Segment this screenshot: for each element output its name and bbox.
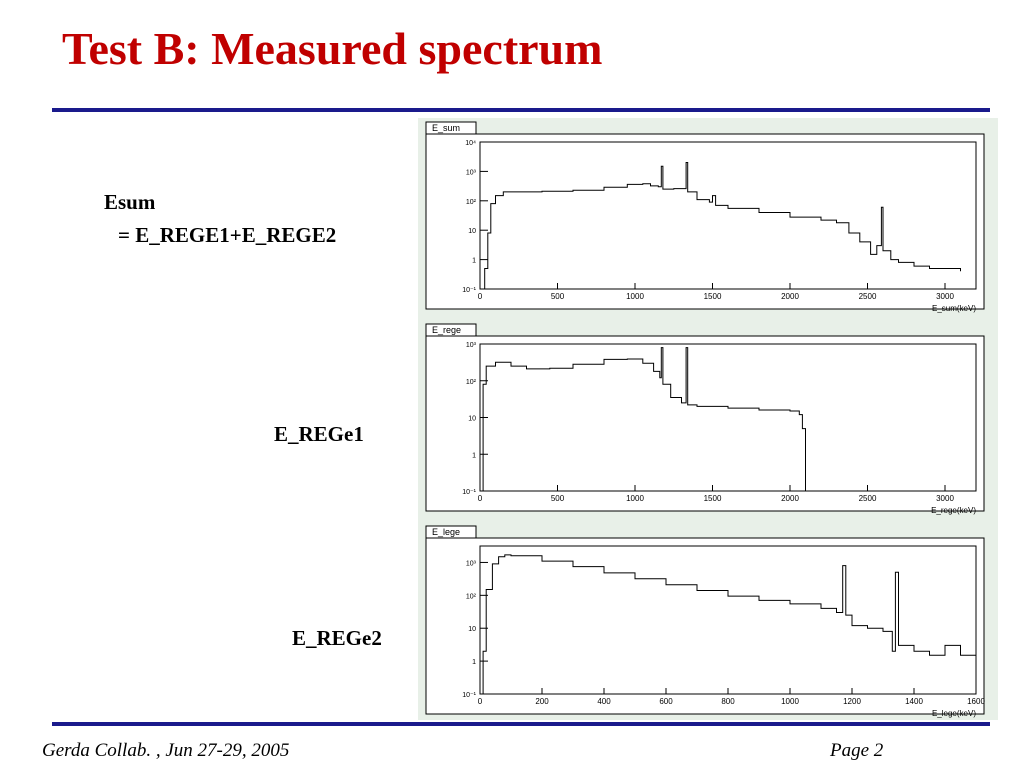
- y-tick-label: 1: [472, 452, 476, 459]
- spectrum-line: [480, 347, 821, 492]
- chart-title: E_lege: [432, 527, 460, 537]
- rege2-spectrum-chart: E_lege 0 200 400 600 800 1000 1200 1400 1600 10⁻¹ 1…: [425, 525, 985, 718]
- x-tick-label: 0: [478, 494, 483, 503]
- x-tick-label: 2500: [859, 292, 877, 301]
- y-tick-label: 1: [472, 258, 476, 265]
- y-tick-label: 10: [468, 626, 476, 633]
- y-tick-label: 10²: [466, 199, 477, 206]
- x-tick-label: 800: [721, 697, 735, 706]
- x-tick-label: 1000: [626, 292, 644, 301]
- y-tick-label: 10: [468, 416, 476, 423]
- x-tick-label: 1000: [781, 697, 799, 706]
- rege1-label: E_REGe1: [274, 422, 364, 446]
- y-tick-label: 10⁻¹: [462, 692, 476, 699]
- top-divider: [52, 108, 990, 112]
- x-axis-label: E_rege(keV): [931, 506, 976, 515]
- x-tick-label: 500: [551, 494, 565, 503]
- bottom-divider: [52, 722, 990, 726]
- chart-title-box: [425, 121, 477, 135]
- chart-title: E_sum: [432, 123, 460, 133]
- x-tick-label: 2000: [781, 292, 799, 301]
- y-tick-label: 1: [472, 659, 476, 666]
- rege2-label: E_REGe2: [292, 626, 382, 650]
- x-tick-label: 2500: [859, 494, 877, 503]
- x-tick-label: 1200: [843, 697, 861, 706]
- y-tick-label: 10²: [466, 593, 477, 600]
- x-tick-label: 1600: [967, 697, 985, 706]
- esum-formula-label: = E_REGE1+E_REGE2: [118, 223, 337, 247]
- x-tick-label: 200: [535, 697, 549, 706]
- spectrum-line: [480, 554, 977, 695]
- footer-left: Gerda Collab. , Jun 27-29, 2005: [42, 740, 290, 761]
- esum-spectrum-chart: E_sum 0 500 1000 1500 2000 2500 3000 10⁻¹ 1 10 10² 1…: [425, 121, 985, 313]
- x-tick-label: 1500: [704, 494, 722, 503]
- spectrum-line: [480, 162, 961, 290]
- rege1-spectrum-chart: E_rege 0 500 1000 1500 2000 2500 3000 10⁻¹ 1 10 10²…: [425, 323, 985, 515]
- chart-title: E_rege: [432, 325, 461, 335]
- x-tick-label: 400: [597, 697, 611, 706]
- y-tick-label: 10³: [466, 169, 477, 176]
- x-tick-label: 1500: [704, 292, 722, 301]
- plot-area: [479, 545, 977, 695]
- chart-title-box: [425, 525, 477, 539]
- plot-area: [479, 141, 977, 290]
- x-tick-label: 1400: [905, 697, 923, 706]
- slide-title: Test B: Measured spectrum: [62, 23, 603, 74]
- y-tick-label: 10³: [466, 342, 477, 349]
- x-tick-label: 3000: [936, 292, 954, 301]
- y-tick-label: 10⁻¹: [462, 489, 476, 496]
- esum-label: Esum: [104, 190, 156, 214]
- x-tick-label: 2000: [781, 494, 799, 503]
- x-tick-label: 1000: [626, 494, 644, 503]
- x-tick-label: 600: [659, 697, 673, 706]
- x-tick-label: 500: [551, 292, 565, 301]
- y-tick-label: 10⁻¹: [462, 287, 476, 294]
- y-tick-label: 10²: [466, 379, 477, 386]
- x-tick-label: 0: [478, 292, 483, 301]
- x-tick-label: 0: [478, 697, 483, 706]
- footer-page: Page 2: [830, 740, 884, 761]
- y-tick-label: 10³: [466, 560, 477, 567]
- y-tick-label: 10: [468, 228, 476, 235]
- y-tick-label: 10⁴: [465, 140, 476, 147]
- x-tick-label: 3000: [936, 494, 954, 503]
- plot-area: [479, 343, 977, 492]
- x-axis-label: E_sum(keV): [932, 304, 976, 313]
- chart-title-box: [425, 323, 477, 337]
- x-axis-label: E_lege(keV): [932, 709, 976, 718]
